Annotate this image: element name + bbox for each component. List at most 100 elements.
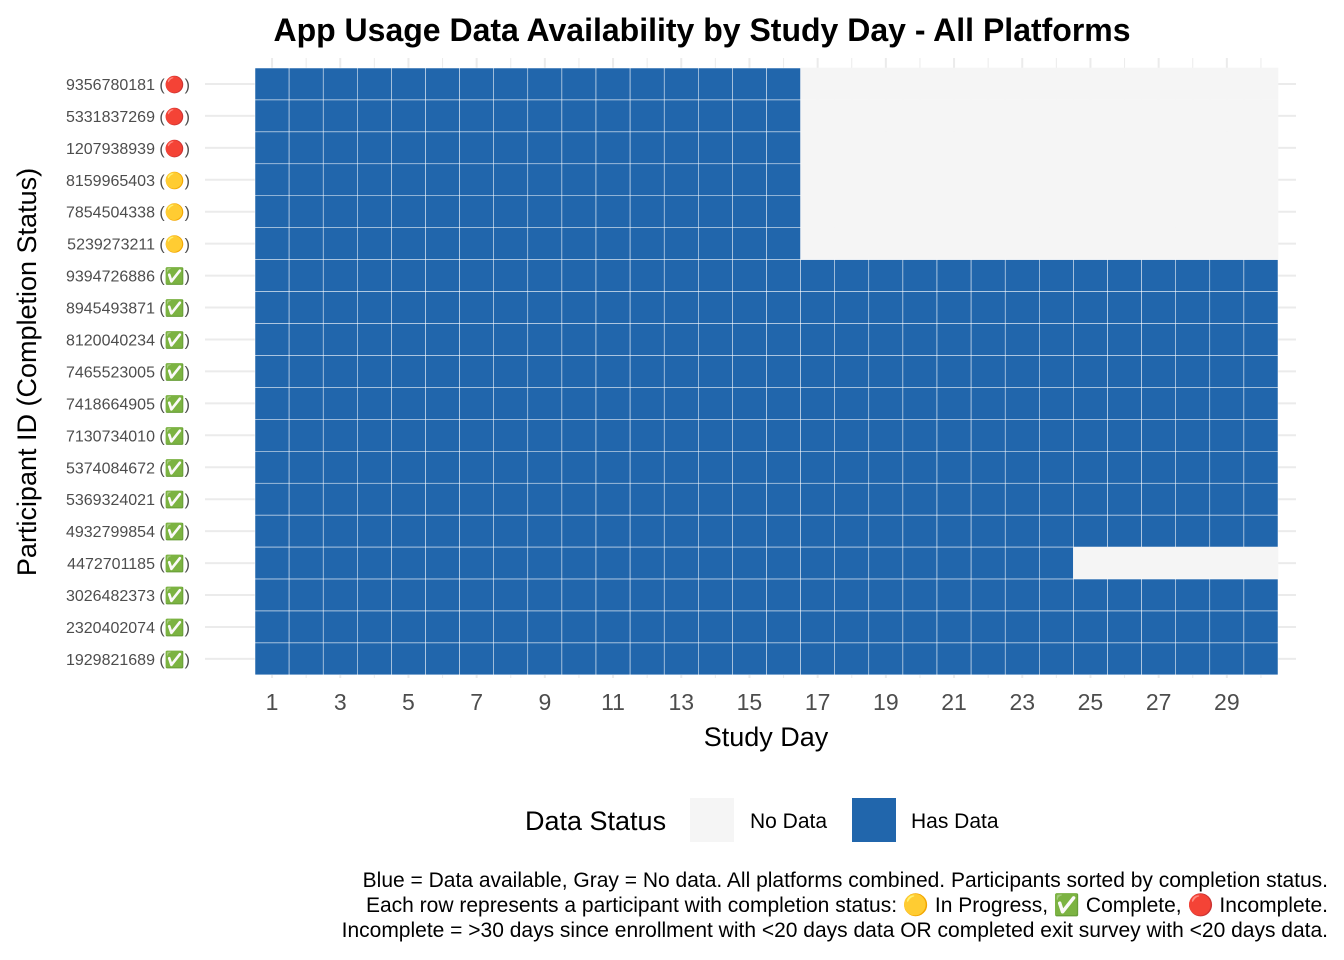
cell-has-data xyxy=(459,355,494,388)
cell-has-data xyxy=(698,227,733,260)
cell-has-data xyxy=(322,323,358,356)
cell-no-data xyxy=(1209,546,1245,580)
cell-no-data xyxy=(1243,546,1279,580)
cell-has-data xyxy=(561,259,597,292)
cell-has-data xyxy=(663,323,699,356)
cell-has-data xyxy=(288,578,324,612)
cell-no-data xyxy=(1039,67,1074,101)
caption-line-3: Incomplete = >30 days since enrollment w… xyxy=(341,919,1328,942)
cell-has-data xyxy=(732,514,767,548)
cell-no-data xyxy=(1073,99,1108,133)
cell-no-data xyxy=(800,195,835,228)
cell-no-data xyxy=(970,227,1006,260)
cell-has-data xyxy=(698,578,733,612)
cell-no-data xyxy=(1004,163,1040,197)
cell-has-data xyxy=(698,259,733,292)
cell-has-data xyxy=(1073,323,1108,356)
cell-no-data xyxy=(1039,99,1074,133)
cell-has-data xyxy=(254,195,290,228)
legend-swatch-has-data xyxy=(852,798,896,842)
cell-has-data xyxy=(732,387,767,420)
cell-has-data xyxy=(766,67,801,101)
cell-has-data xyxy=(288,482,324,516)
cell-has-data xyxy=(732,227,767,260)
caption-line-2: Each row represents a participant with c… xyxy=(365,894,1328,917)
cell-has-data xyxy=(970,419,1006,452)
cell-has-data xyxy=(288,259,324,292)
cell-has-data xyxy=(1175,578,1211,612)
cell-has-data xyxy=(357,642,392,676)
legend-label-no-data: No Data xyxy=(750,810,827,833)
cell-has-data xyxy=(1039,419,1074,452)
cell-has-data xyxy=(288,514,324,548)
cell-has-data xyxy=(1073,355,1108,388)
cell-has-data xyxy=(902,259,938,292)
cell-has-data xyxy=(698,514,733,548)
cell-has-data xyxy=(391,195,426,228)
cell-has-data xyxy=(663,610,699,644)
cell-has-data xyxy=(1039,578,1074,612)
cell-has-data xyxy=(1209,578,1245,612)
cell-no-data xyxy=(868,163,904,197)
cell-has-data xyxy=(766,451,801,484)
cell-has-data xyxy=(561,419,597,452)
cell-has-data xyxy=(493,67,529,101)
cell-has-data xyxy=(561,67,597,101)
cell-has-data xyxy=(425,227,460,260)
cell-has-data xyxy=(732,482,767,516)
cell-has-data xyxy=(698,642,733,676)
y-tick-label: 9394726886 (✅) xyxy=(66,267,190,286)
cell-has-data xyxy=(1004,419,1040,452)
cell-has-data xyxy=(936,578,972,612)
cell-has-data xyxy=(1004,323,1040,356)
cell-has-data xyxy=(629,163,665,197)
cell-has-data xyxy=(357,99,392,133)
cell-has-data xyxy=(527,195,563,228)
cell-no-data xyxy=(902,67,938,101)
cell-has-data xyxy=(1141,387,1176,420)
cell-has-data xyxy=(834,419,870,452)
cell-has-data xyxy=(800,578,835,612)
cell-has-data xyxy=(766,642,801,676)
cell-has-data xyxy=(459,259,494,292)
cell-has-data xyxy=(1141,323,1176,356)
cell-has-data xyxy=(595,642,631,676)
cell-has-data xyxy=(527,482,563,516)
cell-no-data xyxy=(1073,163,1108,197)
cell-has-data xyxy=(595,482,631,516)
cell-has-data xyxy=(493,323,529,356)
cell-has-data xyxy=(629,451,665,484)
cell-has-data xyxy=(663,195,699,228)
cell-has-data xyxy=(595,610,631,644)
cell-has-data xyxy=(1073,514,1108,548)
cell-has-data xyxy=(868,610,904,644)
cell-has-data xyxy=(800,323,835,356)
cell-has-data xyxy=(1039,610,1074,644)
cell-no-data xyxy=(1141,195,1176,228)
cell-has-data xyxy=(425,642,460,676)
cell-has-data xyxy=(1039,259,1074,292)
y-tick-label: 2320402074 (✅) xyxy=(66,618,190,637)
cell-has-data xyxy=(527,227,563,260)
cell-no-data xyxy=(1243,195,1279,228)
cell-has-data xyxy=(1175,291,1211,324)
cell-has-data xyxy=(459,195,494,228)
cell-has-data xyxy=(732,355,767,388)
cell-has-data xyxy=(629,387,665,420)
cell-has-data xyxy=(800,514,835,548)
cell-has-data xyxy=(629,514,665,548)
cell-has-data xyxy=(1004,451,1040,484)
cell-has-data xyxy=(1175,259,1211,292)
cell-no-data xyxy=(936,131,972,165)
cell-no-data xyxy=(1141,546,1176,580)
cell-has-data xyxy=(1209,387,1245,420)
x-tick-labels: 1 3 5 7 9 11 13 15 17 19 21 23 25 27 29 xyxy=(266,689,1240,715)
cell-no-data xyxy=(970,131,1006,165)
x-tick-label: 13 xyxy=(668,689,694,715)
cell-has-data xyxy=(459,387,494,420)
y-tick-label: 7130734010 (✅) xyxy=(66,426,190,445)
cell-has-data xyxy=(527,451,563,484)
cell-has-data xyxy=(1107,451,1142,484)
cell-no-data xyxy=(1073,227,1108,260)
